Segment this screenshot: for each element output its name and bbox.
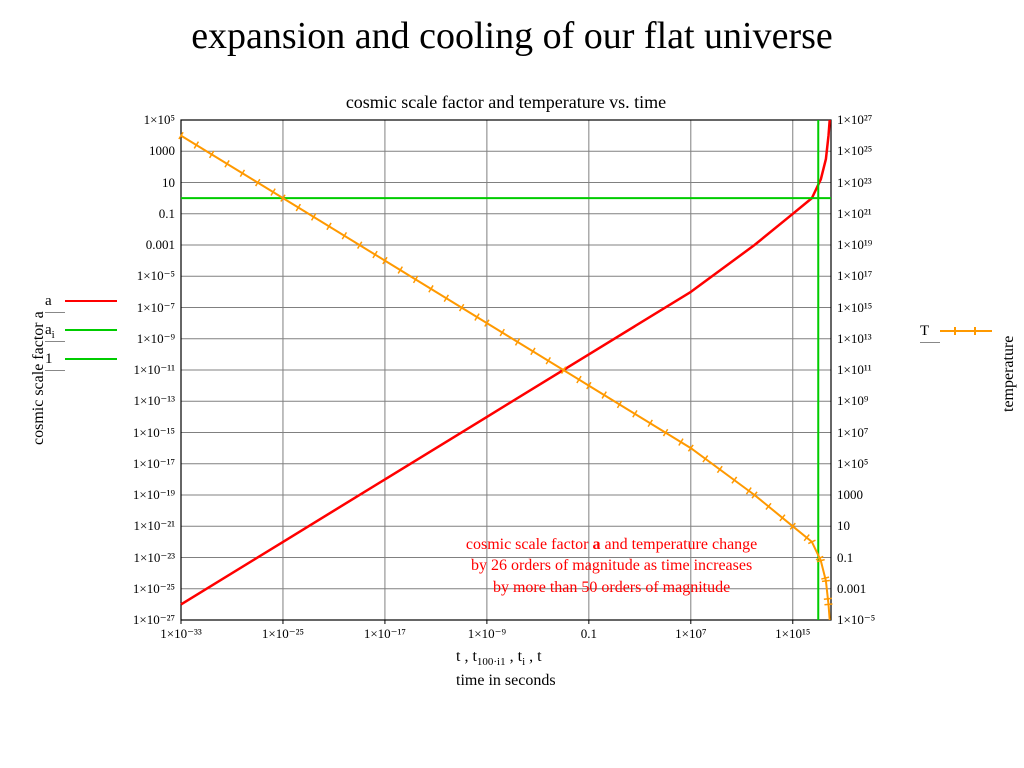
tick-label: 1×10⁻¹⁷: [364, 626, 406, 642]
tick-label: 1×10⁻³³: [160, 626, 202, 642]
tick-label: 0.1: [581, 626, 597, 642]
tick-label: 1×10⁷: [675, 626, 706, 642]
tick-label: 1×10⁻⁹: [137, 331, 175, 347]
tick-label: 1×10⁻¹⁹: [133, 487, 175, 503]
tick-label: 1×10⁻¹⁷: [133, 456, 175, 472]
tick-label: 1×10⁻¹¹: [134, 362, 176, 378]
tick-label: 1000: [149, 143, 175, 159]
tick-label: 1×10⁻¹⁵: [133, 425, 175, 441]
tick-label: 1×10¹⁷: [837, 268, 872, 284]
tick-label: 1×10⁻⁵: [837, 612, 875, 628]
tick-label: 1×10¹⁵: [775, 626, 810, 642]
tick-label: 1×10⁻²³: [134, 550, 176, 566]
tick-label: 10: [162, 175, 175, 191]
tick-label: 1×10⁻²¹: [134, 518, 176, 534]
tick-label: 1×10¹¹: [837, 362, 872, 378]
tick-label: 1×10¹⁹: [837, 237, 872, 253]
tick-label: 1×10⁵: [837, 456, 868, 472]
tick-label: 0.001: [146, 237, 175, 253]
tick-label: 1×10¹⁵: [837, 300, 872, 316]
tick-label: 1×10⁵: [144, 112, 175, 128]
tick-label: 1×10⁻⁵: [137, 268, 175, 284]
tick-label: 0.1: [159, 206, 175, 222]
tick-label: 1×10¹³: [837, 331, 872, 347]
tick-label: 1×10⁹: [837, 393, 868, 409]
tick-label: 1×10²³: [837, 175, 872, 191]
slide: expansion and cooling of our flat univer…: [0, 0, 1024, 768]
tick-label: 0.1: [837, 550, 853, 566]
tick-label: 1×10⁻⁹: [468, 626, 506, 642]
tick-label: 1×10²¹: [837, 206, 872, 222]
tick-label: 1×10⁻²⁵: [133, 581, 175, 597]
chart-footnote: cosmic scale factor a and temperature ch…: [432, 534, 792, 599]
tick-label: 1×10⁷: [837, 425, 868, 441]
tick-label: 1×10⁻⁷: [137, 300, 175, 316]
tick-label: 1×10⁻²⁵: [262, 626, 304, 642]
tick-label: 0.001: [837, 581, 866, 597]
tick-label: 1×10²⁷: [837, 112, 872, 128]
tick-label: 1×10²⁵: [837, 143, 872, 159]
tick-label: 1000: [837, 487, 863, 503]
tick-label: 10: [837, 518, 850, 534]
tick-label: 1×10⁻¹³: [134, 393, 176, 409]
